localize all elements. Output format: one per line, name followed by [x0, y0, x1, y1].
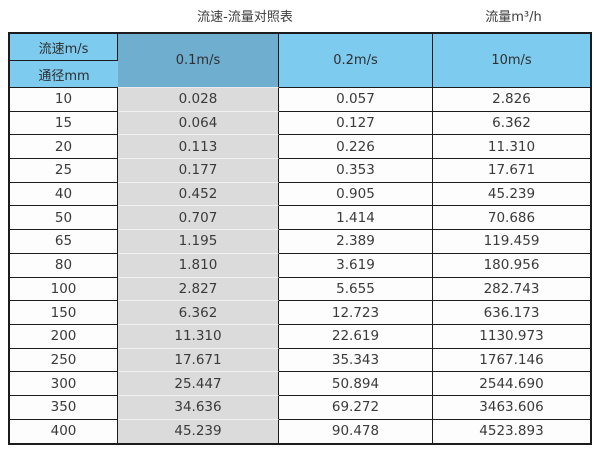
flow-value-cell: 6.362 — [118, 301, 279, 325]
flow-value-cell: 180.956 — [433, 253, 590, 278]
header-row-velocity: 流速m/s 0.1m/s 0.2m/s 10m/s — [10, 34, 590, 88]
flow-value-cell: 0.064 — [118, 111, 279, 136]
flow-value-cell: 0.127 — [279, 111, 433, 136]
table-row: 350 34.636 69.272 3463.606 — [10, 395, 590, 420]
flow-unit-label: 流量m³/h — [485, 10, 542, 25]
flow-value-cell: 2.389 — [279, 230, 433, 254]
flow-value-cell: 1767.146 — [433, 348, 590, 373]
flow-value-cell: 11.310 — [433, 135, 590, 160]
diameter-cell: 100 — [10, 277, 118, 302]
diameter-cell: 400 — [10, 419, 118, 444]
diameter-cell: 80 — [10, 253, 118, 278]
column-header-velocity-0-2: 0.2m/s — [279, 34, 433, 88]
flow-value-cell: 45.239 — [433, 182, 590, 207]
diameter-cell: 200 — [10, 324, 118, 349]
diameter-cell: 40 — [10, 182, 118, 207]
diameter-cell: 150 — [10, 301, 118, 325]
flow-value-cell: 2.826 — [433, 88, 590, 112]
table-row: 40 0.452 0.905 45.239 — [10, 182, 590, 207]
flow-value-cell: 0.113 — [118, 135, 279, 160]
flow-value-cell: 90.478 — [279, 419, 433, 444]
flow-value-cell: 0.057 — [279, 88, 433, 112]
flow-value-cell: 1.195 — [118, 230, 279, 254]
table-row: 10 0.028 0.057 2.826 — [10, 88, 590, 112]
flow-value-cell: 3.619 — [279, 253, 433, 278]
flow-value-cell: 1.414 — [279, 206, 433, 231]
diameter-cell: 250 — [10, 348, 118, 373]
flow-value-cell: 0.707 — [118, 206, 279, 231]
table-header: 流速m/s 0.1m/s 0.2m/s 10m/s 通径mm — [10, 34, 590, 88]
flow-value-cell: 2544.690 — [433, 372, 590, 396]
corner-label-diameter: 通径mm — [10, 61, 118, 88]
diameter-cell: 65 — [10, 230, 118, 254]
flow-value-cell: 636.173 — [433, 301, 590, 325]
flow-value-cell: 4523.893 — [433, 419, 590, 444]
table-body: 10 0.028 0.057 2.826 15 0.064 0.127 6.362 20 0.11… — [10, 88, 590, 444]
flow-value-cell: 70.686 — [433, 206, 590, 231]
table-row: 250 17.671 35.343 1767.146 — [10, 348, 590, 373]
table-row: 100 2.827 5.655 282.743 — [10, 277, 590, 302]
flow-value-cell: 22.619 — [279, 324, 433, 349]
flow-value-cell: 11.310 — [118, 324, 279, 349]
column-header-velocity-10: 10m/s — [433, 34, 590, 88]
flow-value-cell: 6.362 — [433, 111, 590, 136]
table-row: 300 25.447 50.894 2544.690 — [10, 372, 590, 396]
table-row: 65 1.195 2.389 119.459 — [10, 230, 590, 254]
diameter-cell: 25 — [10, 159, 118, 183]
flow-value-cell: 25.447 — [118, 372, 279, 396]
flow-value-cell: 0.452 — [118, 182, 279, 207]
flow-value-cell: 0.028 — [118, 88, 279, 112]
flow-value-cell: 17.671 — [118, 348, 279, 373]
flow-value-cell: 17.671 — [433, 159, 590, 183]
flow-value-cell: 282.743 — [433, 277, 590, 302]
corner-label-velocity: 流速m/s — [10, 34, 118, 61]
diameter-cell: 20 — [10, 135, 118, 160]
diameter-cell: 300 — [10, 372, 118, 396]
flow-value-cell: 12.723 — [279, 301, 433, 325]
table-row: 200 11.310 22.619 1130.973 — [10, 324, 590, 349]
flow-value-cell: 34.636 — [118, 395, 279, 420]
diameter-cell: 15 — [10, 111, 118, 136]
flow-value-cell: 0.353 — [279, 159, 433, 183]
table-row: 50 0.707 1.414 70.686 — [10, 206, 590, 231]
flow-value-cell: 1130.973 — [433, 324, 590, 349]
table-row: 20 0.113 0.226 11.310 — [10, 135, 590, 160]
flow-value-cell: 0.905 — [279, 182, 433, 207]
flow-value-cell: 0.177 — [118, 159, 279, 183]
flow-value-cell: 50.894 — [279, 372, 433, 396]
flow-value-cell: 45.239 — [118, 419, 279, 444]
flow-value-cell: 69.272 — [279, 395, 433, 420]
flow-value-cell: 3463.606 — [433, 395, 590, 420]
flow-value-cell: 0.226 — [279, 135, 433, 160]
flow-value-cell: 1.810 — [118, 253, 279, 278]
flow-rate-table: 流速m/s 0.1m/s 0.2m/s 10m/s 通径mm 10 0.028 0.… — [8, 32, 592, 446]
flow-value-cell: 2.827 — [118, 277, 279, 302]
table-row: 400 45.239 90.478 4523.893 — [10, 419, 590, 444]
flow-value-cell: 35.343 — [279, 348, 433, 373]
flow-value-cell: 119.459 — [433, 230, 590, 254]
table-row: 80 1.810 3.619 180.956 — [10, 253, 590, 278]
page-title: 流速-流量对照表 — [197, 10, 293, 25]
diameter-cell: 50 — [10, 206, 118, 231]
top-labels: 流速-流量对照表 流量m³/h — [0, 0, 600, 32]
table-row: 150 6.362 12.723 636.173 — [10, 301, 590, 325]
flow-value-cell: 5.655 — [279, 277, 433, 302]
table-row: 25 0.177 0.353 17.671 — [10, 159, 590, 183]
header-row-diameter: 通径mm — [10, 61, 590, 88]
column-header-velocity-0-1: 0.1m/s — [118, 34, 279, 88]
diameter-cell: 10 — [10, 88, 118, 112]
diameter-cell: 350 — [10, 395, 118, 420]
table-row: 15 0.064 0.127 6.362 — [10, 111, 590, 136]
